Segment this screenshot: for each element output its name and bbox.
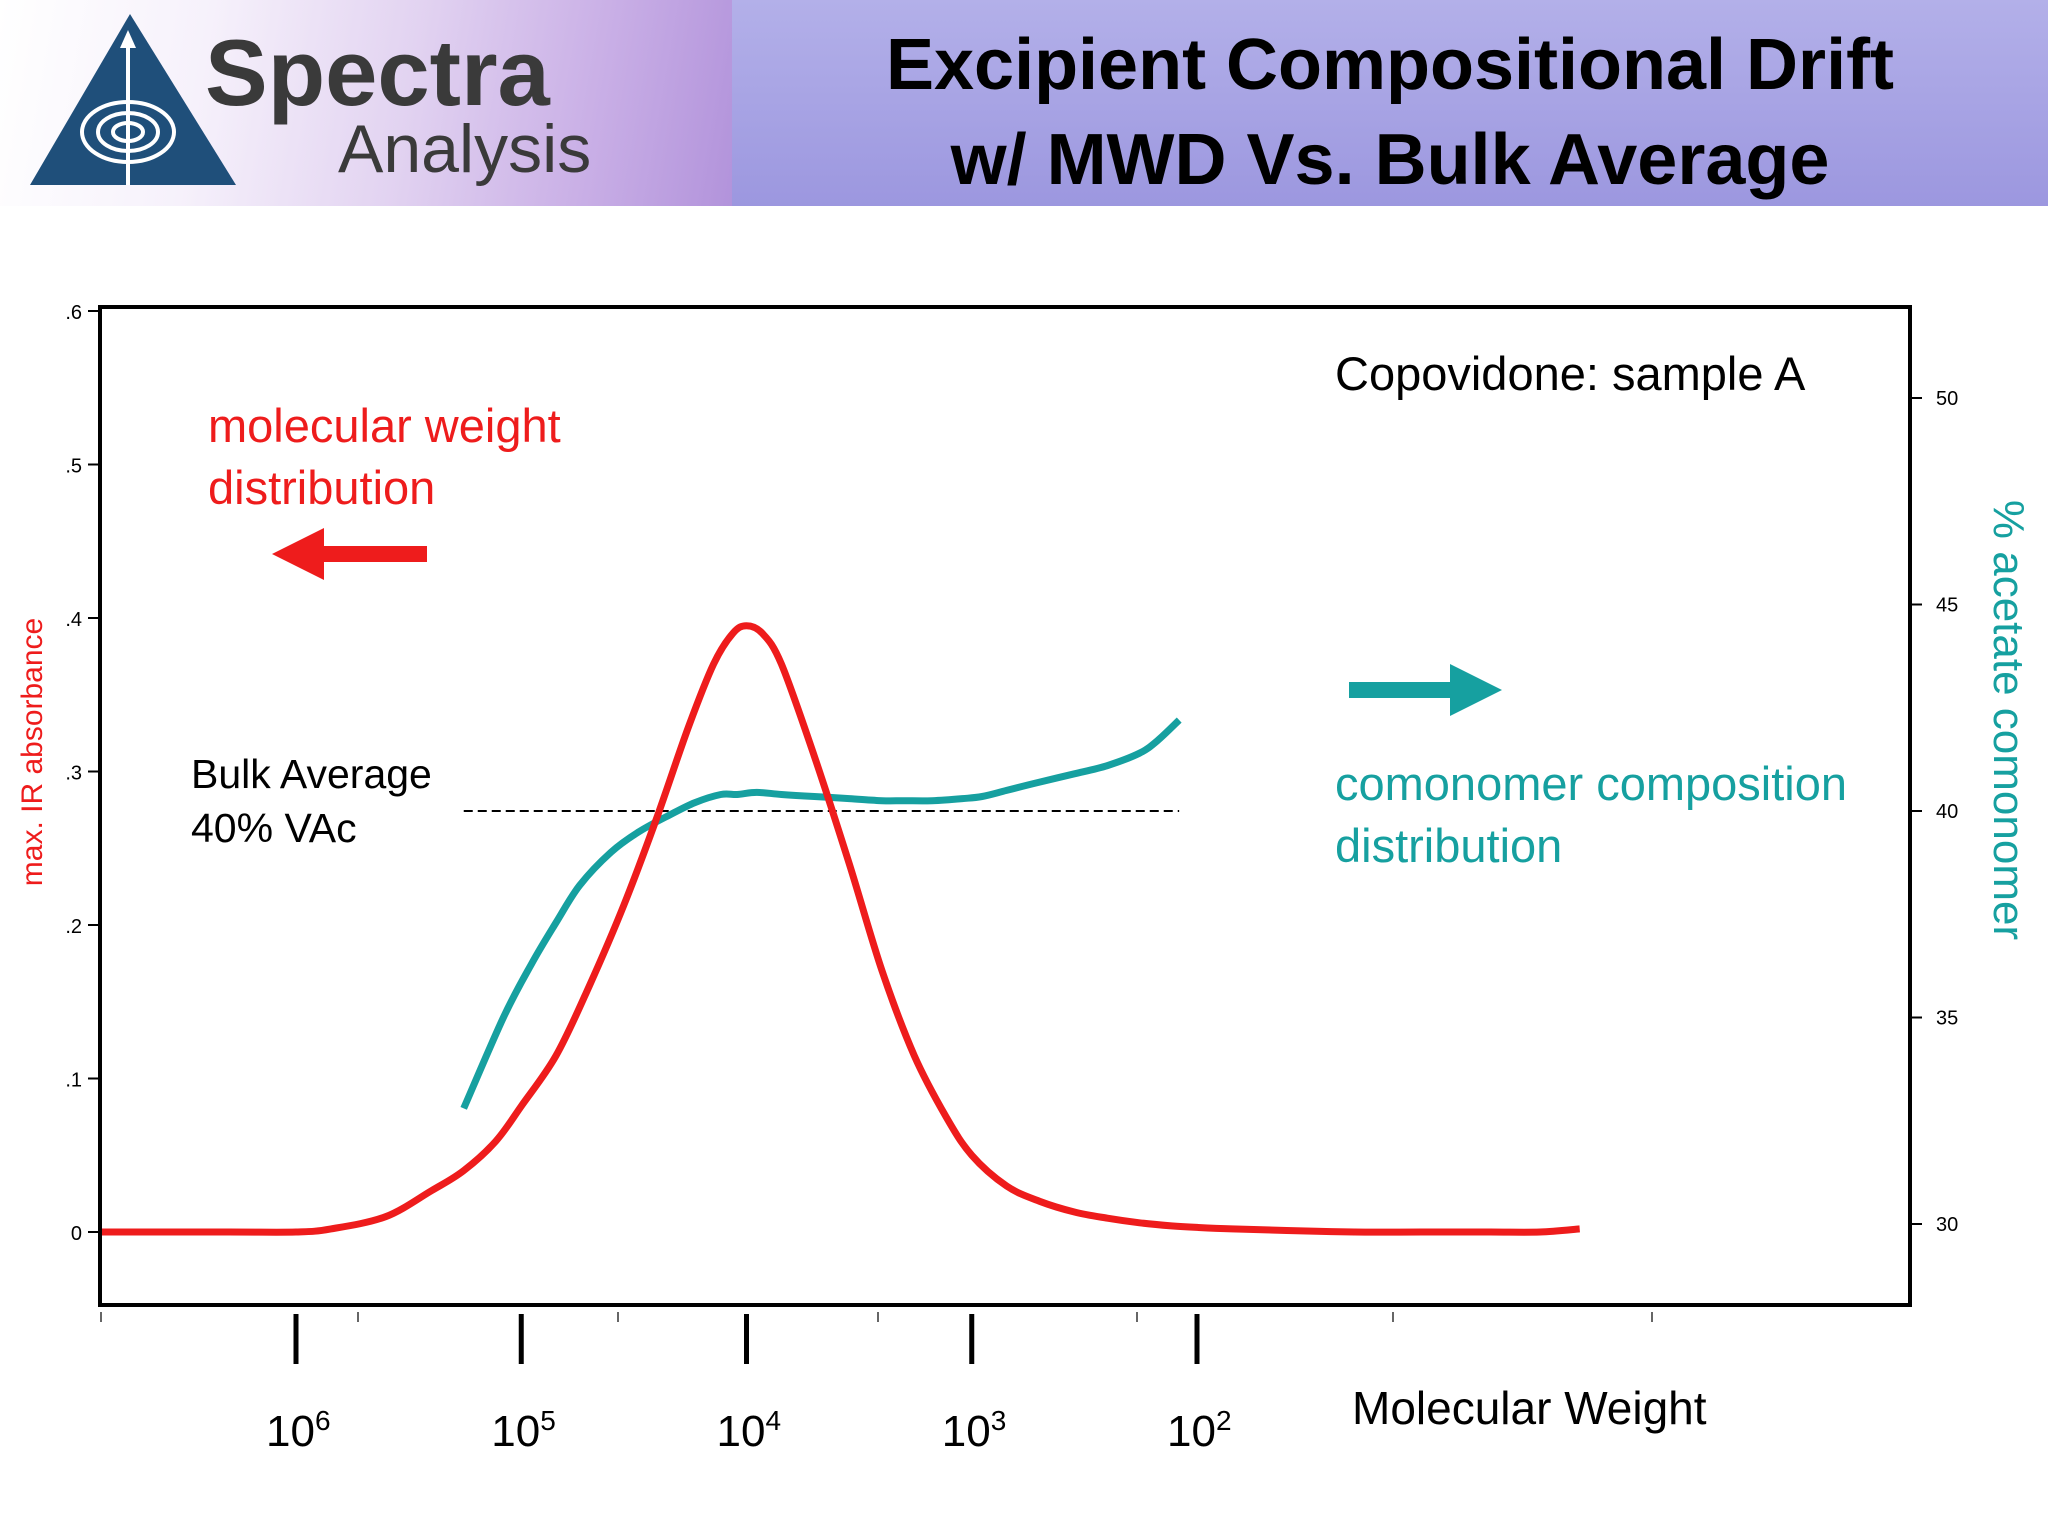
y-right-tick-label: 35 [1936, 1008, 1958, 1030]
x-axis-label: Molecular Weight [1352, 1382, 1707, 1434]
chart-title: Copovidone: sample A [1335, 347, 1806, 400]
x-tick-label: 103 [942, 1405, 1007, 1456]
y-left-ticks: 0 .1 .2 .3 .4 .5 .6 [65, 302, 100, 1245]
title-line2: w/ MWD Vs. Bulk Average [950, 120, 1830, 200]
title-line1: Excipient Compositional Drift [885, 25, 1895, 105]
logo: Spectra Analysis [30, 14, 591, 187]
logo-banner: Spectra Analysis [0, 0, 732, 206]
comp-label-line1: comonomer composition [1335, 757, 1847, 810]
y-left-tick-label: 0 [71, 1223, 82, 1245]
y-right-tick-label: 30 [1936, 1214, 1958, 1236]
x-tick-label: 105 [491, 1405, 556, 1456]
y-left-tick-label: .5 [65, 456, 82, 478]
mwd-label-line2: distribution [208, 461, 435, 514]
x-tick-label: 104 [717, 1405, 782, 1456]
logo-line2: Analysis [338, 111, 591, 187]
series-comonomer-composition-line [460, 717, 1182, 1110]
right-arrow-icon [1349, 664, 1502, 716]
y-right-tick-label: 45 [1936, 595, 1958, 617]
triangle-spiral-logo-icon [30, 14, 236, 185]
plot-frame [98, 305, 1912, 1307]
y-right-label: % acetate comonomer [1984, 500, 2033, 940]
comp-label-line2: distribution [1335, 819, 1562, 872]
logo-line1: Spectra [205, 20, 551, 125]
x-tick-label: 102 [1167, 1405, 1232, 1456]
y-left-tick-label: .2 [65, 916, 82, 938]
y-left-label: max. IR absorbance [16, 618, 49, 886]
y-right-ticks: 30 35 40 45 50 [1910, 388, 1958, 1236]
y-left-tick-label: .6 [65, 302, 82, 324]
mwd-label-line1: molecular weight [208, 399, 561, 452]
y-left-tick-label: .1 [65, 1070, 82, 1092]
bulk-average-line2: 40% VAc [191, 805, 357, 851]
page-title: Excipient Compositional Drift w/ MWD Vs.… [732, 18, 2048, 208]
bulk-average-line1: Bulk Average [191, 751, 432, 797]
left-arrow-icon [272, 528, 427, 580]
title-banner: Excipient Compositional Drift w/ MWD Vs.… [732, 0, 2048, 206]
x-tick-label: 106 [266, 1405, 331, 1456]
y-right-tick-label: 50 [1936, 388, 1958, 410]
y-right-tick-label: 40 [1936, 801, 1958, 823]
y-left-tick-label: .3 [65, 763, 82, 785]
x-ticks: 106 105 104 103 102 [100, 1312, 1653, 1456]
y-left-tick-label: .4 [65, 609, 82, 631]
series-molecular-weight-line [101, 622, 1580, 1236]
